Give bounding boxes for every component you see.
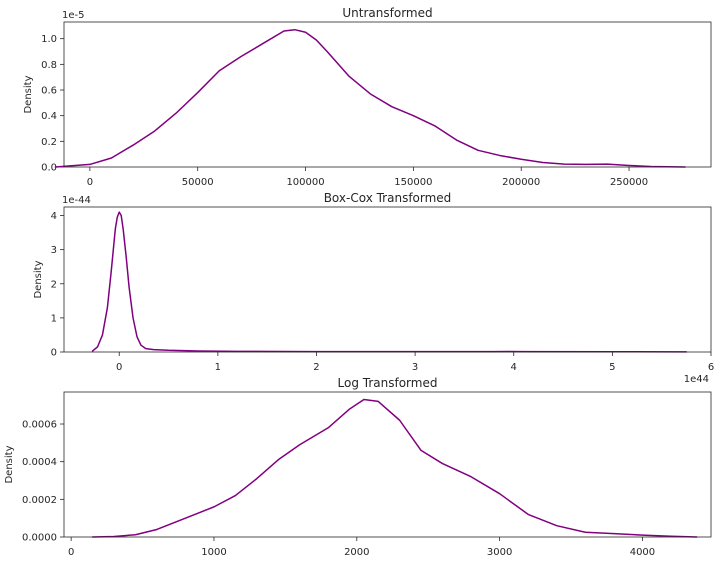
axes-frame [63,21,712,168]
y-offset-text: 1e-44 [62,195,91,206]
y-tick-label: 0.0000 [22,533,57,544]
x-tick-label: 0 [68,547,74,558]
y-tick-label: 4 [51,211,57,222]
subplot-1: Untransformed Density 1e-5 0.0 0.2 0.4 0.6 0.8 1… [23,6,712,188]
y-offset-text: 1e-5 [62,10,85,21]
chart-title: Box-Cox Transformed [324,191,452,205]
subplot-2: Box-Cox Transformed Density 1e-44 1e44 0 1 2 3 4… [33,191,714,385]
chart-title: Untransformed [342,6,432,20]
y-axis-label: Density [23,75,34,113]
density-line-series-1 [91,398,698,538]
x-tick-label: 50000 [182,177,214,188]
y-tick-label: 0.8 [41,60,57,71]
density-line-series-1 [54,28,686,168]
y-tick-label: 0.4 [41,111,57,122]
y-tick-label: 0.2 [41,137,57,148]
x-tick-label: 3000 [487,547,512,558]
x-tick-label: 100000 [286,177,324,188]
x-tick-label: 0 [116,362,122,373]
subplot-3: Log Transformed Density 0.0000 0.0002 0.0004… [4,376,712,558]
x-tick-label: 3 [412,362,418,373]
y-axis-label: Density [4,445,15,483]
x-tick-label: 4000 [630,547,655,558]
x-offset-text: 1e44 [684,374,709,385]
y-tick-label: 1.0 [41,34,57,45]
y-tick-label: 2 [51,279,57,290]
axes-frame [63,391,712,538]
axes-frame [63,206,712,353]
x-tick-label: 0 [87,177,93,188]
y-tick-label: 0.0 [41,163,57,174]
chart-title: Log Transformed [338,376,438,390]
y-tick-label: 1 [51,313,57,324]
x-tick-label: 5 [609,362,615,373]
y-tick-label: 0.0004 [22,457,57,468]
x-tick-label: 2000 [344,547,369,558]
density-line-series-1 [91,211,688,353]
x-tick-label: 1 [215,362,221,373]
x-tick-label: 1000 [201,547,226,558]
x-tick-label: 200000 [502,177,540,188]
y-tick-label: 3 [51,245,57,256]
x-tick-label: 250000 [610,177,648,188]
y-tick-label: 0.6 [41,86,57,97]
y-axis-label: Density [33,260,44,298]
x-tick-label: 4 [511,362,517,373]
x-tick-label: 150000 [394,177,432,188]
x-tick-label: 6 [708,362,714,373]
y-tick-label: 0 [51,348,57,359]
x-tick-label: 2 [313,362,319,373]
y-tick-label: 0.0006 [22,420,57,431]
y-tick-label: 0.0002 [22,495,57,506]
